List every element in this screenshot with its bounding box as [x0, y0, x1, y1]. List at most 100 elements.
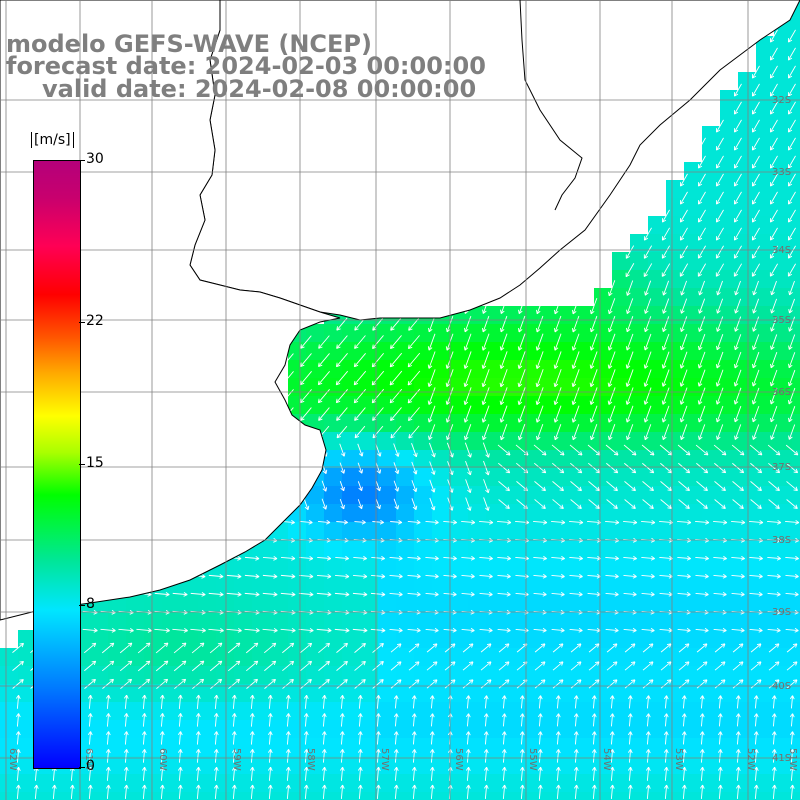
- wind-cell: [324, 792, 343, 800]
- wind-arrow: [15, 766, 21, 781]
- wind-arrow: [300, 407, 312, 421]
- wind-cell: [540, 360, 559, 379]
- wind-cell: [0, 756, 19, 775]
- wind-cell: [774, 72, 793, 91]
- wind-cell: [432, 576, 451, 595]
- wind-cell: [378, 594, 397, 613]
- wind-cell: [612, 342, 631, 361]
- wind-arrow: [788, 227, 796, 241]
- wind-cell: [468, 540, 487, 559]
- wind-cell: [324, 522, 343, 541]
- wind-cell: [324, 576, 343, 595]
- wind-cell: [594, 594, 613, 613]
- wind-cell: [270, 756, 289, 775]
- wind-arrow: [681, 731, 687, 745]
- wind-arrow: [318, 660, 330, 671]
- wind-arrow: [678, 481, 690, 492]
- wind-arrow: [501, 749, 507, 763]
- wind-cell: [504, 612, 523, 631]
- wind-arrow: [408, 407, 420, 422]
- wind-arrow: [303, 749, 309, 763]
- wind-arrow: [335, 353, 348, 368]
- wind-arrow: [643, 333, 652, 351]
- wind-cell: [504, 720, 523, 739]
- wind-cell: [162, 738, 181, 757]
- wind-cell: [792, 270, 800, 289]
- wind-arrow: [731, 627, 745, 633]
- wind-cell: [414, 324, 433, 343]
- wind-arrow: [678, 499, 690, 509]
- wind-arrow: [213, 784, 219, 799]
- wind-arrow: [461, 591, 475, 597]
- wind-arrow: [249, 694, 255, 709]
- wind-arrow: [264, 660, 277, 672]
- wind-cell: [126, 792, 145, 800]
- wind-cell: [792, 162, 800, 181]
- wind-cell: [144, 738, 163, 757]
- wind-cell: [558, 414, 577, 433]
- wind-arrow: [285, 694, 291, 709]
- wind-arrow: [249, 713, 255, 727]
- wind-cell: [432, 792, 451, 800]
- wind-arrow: [786, 481, 798, 492]
- wind-arrow: [769, 387, 778, 405]
- wind-arrow: [375, 498, 381, 510]
- wind-arrow: [390, 643, 402, 653]
- wind-arrow: [267, 713, 273, 727]
- wind-arrow: [770, 155, 778, 169]
- wind-arrow: [267, 749, 273, 763]
- wind-cell: [702, 414, 721, 433]
- colorbar-unit: [m/s]: [31, 132, 74, 148]
- wind-cell: [198, 702, 217, 721]
- wind-cell: [216, 702, 235, 721]
- wind-arrow: [15, 784, 21, 799]
- wind-cell: [486, 738, 505, 757]
- wind-arrow: [227, 660, 241, 672]
- wind-arrow: [517, 315, 526, 333]
- wind-arrow: [699, 731, 705, 745]
- wind-cell: [306, 594, 325, 613]
- wind-arrow: [590, 424, 598, 441]
- wind-arrow: [713, 627, 727, 633]
- wind-arrow: [172, 628, 188, 633]
- wind-arrow: [552, 499, 564, 509]
- wind-cell: [612, 702, 631, 721]
- wind-cell: [180, 594, 199, 613]
- wind-arrow: [375, 443, 382, 457]
- wind-cell: [738, 522, 757, 541]
- wind-cell: [774, 720, 793, 739]
- wind-cell: [774, 180, 793, 199]
- wind-arrow: [231, 713, 237, 727]
- wind-cell: [702, 774, 721, 793]
- lon-label: 62W: [7, 748, 18, 771]
- wind-arrow: [644, 280, 652, 296]
- wind-cell: [666, 198, 685, 217]
- wind-cell: [738, 612, 757, 631]
- wind-arrow: [788, 209, 796, 223]
- wind-arrow: [300, 642, 313, 654]
- wind-cell: [720, 738, 739, 757]
- wind-arrow: [767, 627, 781, 633]
- wind-arrow: [607, 405, 616, 423]
- wind-arrow: [606, 481, 618, 492]
- wind-arrow: [518, 423, 526, 441]
- wind-cell: [450, 774, 469, 793]
- wind-cell: [720, 342, 739, 361]
- wind-cell: [360, 540, 379, 559]
- wind-arrow: [627, 713, 633, 727]
- wind-arrow: [534, 499, 546, 509]
- wind-arrow: [609, 713, 615, 727]
- wind-arrow: [589, 351, 598, 369]
- wind-cell: [792, 486, 800, 505]
- wind-cell: [576, 720, 595, 739]
- wind-cell: [324, 738, 343, 757]
- wind-cell: [234, 792, 253, 800]
- wind-arrow: [303, 713, 309, 727]
- wind-cell: [684, 576, 703, 595]
- wind-arrow: [534, 643, 546, 653]
- wind-arrow: [735, 695, 741, 709]
- wind-arrow: [481, 369, 490, 388]
- wind-cell: [432, 450, 451, 469]
- wind-cell: [702, 720, 721, 739]
